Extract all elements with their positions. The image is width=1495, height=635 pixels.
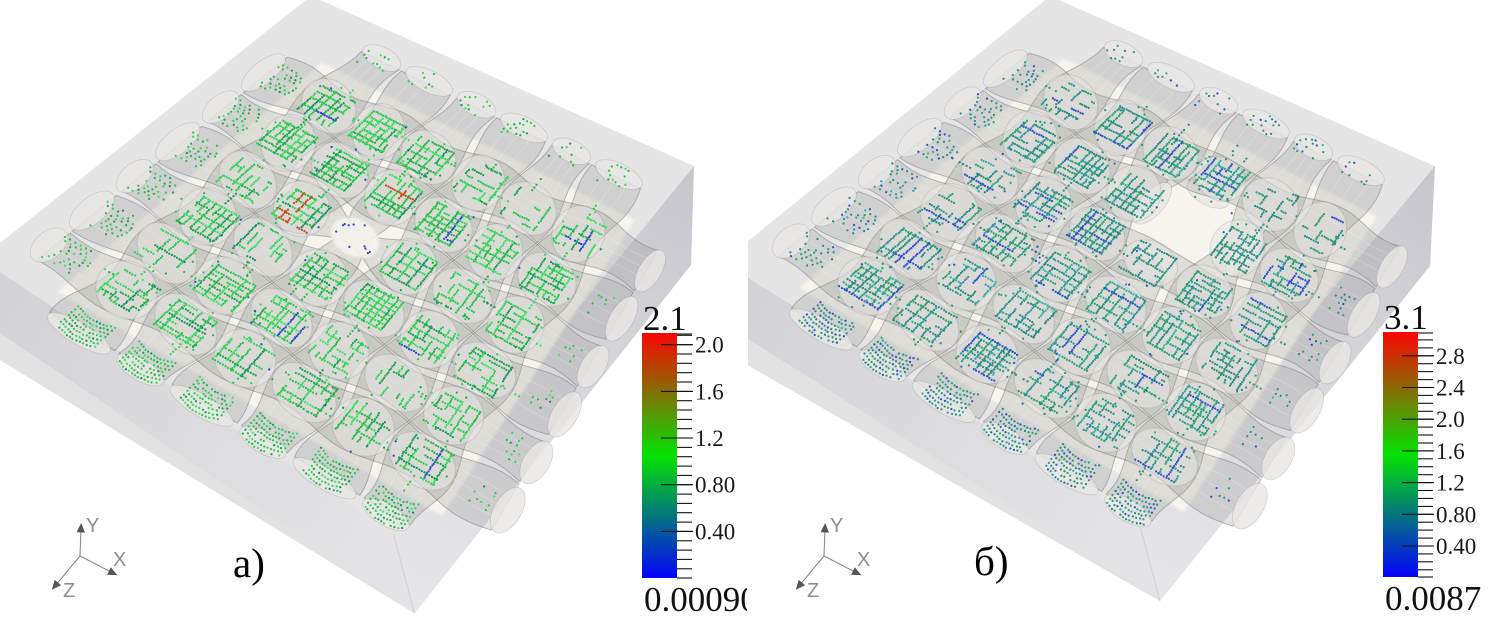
svg-text:0.80: 0.80 bbox=[1436, 502, 1476, 527]
svg-text:3.1: 3.1 bbox=[1384, 298, 1428, 337]
svg-text:б): б) bbox=[974, 538, 1009, 584]
svg-text:а): а) bbox=[233, 540, 265, 586]
svg-text:Z: Z bbox=[63, 580, 75, 602]
svg-text:0.40: 0.40 bbox=[695, 519, 735, 544]
svg-text:0.80: 0.80 bbox=[695, 473, 735, 498]
svg-text:0.40: 0.40 bbox=[1436, 534, 1476, 559]
svg-text:Y: Y bbox=[86, 515, 99, 537]
svg-text:2.1: 2.1 bbox=[643, 299, 687, 338]
svg-text:2.4: 2.4 bbox=[1436, 376, 1465, 401]
svg-text:Y: Y bbox=[830, 515, 843, 537]
svg-text:1.6: 1.6 bbox=[1436, 439, 1465, 464]
svg-text:X: X bbox=[113, 549, 126, 571]
svg-text:1.2: 1.2 bbox=[695, 426, 724, 451]
svg-text:2.0: 2.0 bbox=[1436, 407, 1465, 432]
svg-text:2.0: 2.0 bbox=[695, 333, 724, 358]
svg-text:1.6: 1.6 bbox=[695, 379, 724, 404]
svg-text:2.8: 2.8 bbox=[1436, 344, 1465, 369]
svg-text:1.2: 1.2 bbox=[1436, 471, 1465, 496]
svg-text:Z: Z bbox=[807, 580, 819, 602]
svg-text:X: X bbox=[857, 549, 870, 571]
svg-text:0.0087: 0.0087 bbox=[1385, 579, 1481, 618]
svg-text:0.00090: 0.00090 bbox=[644, 580, 758, 619]
